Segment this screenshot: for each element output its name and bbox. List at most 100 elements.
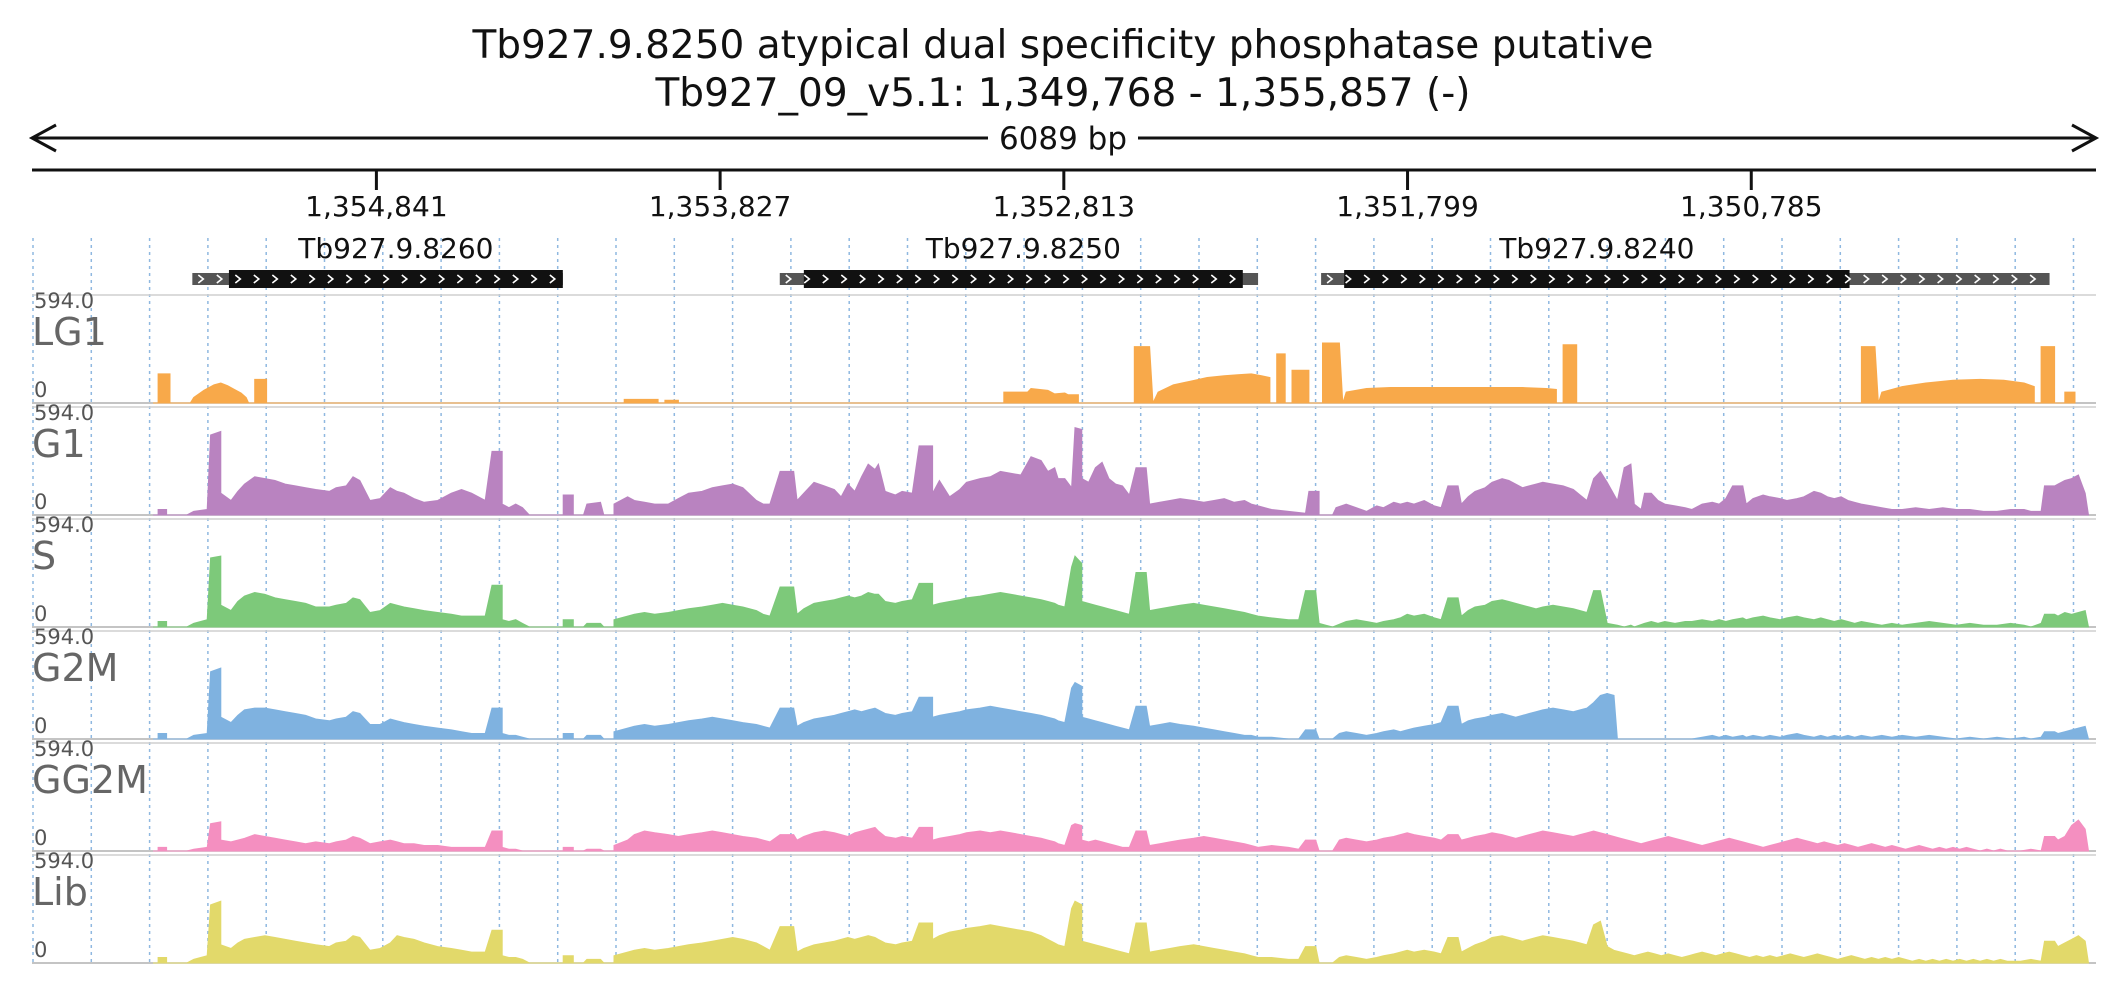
strand-arrow-icon: [1881, 274, 1889, 284]
track-name-label: S: [32, 534, 56, 578]
strand-arrow-icon: [785, 274, 793, 284]
coverage-area: [153, 667, 2090, 740]
strand-arrow-icon: [1382, 274, 1389, 284]
x-tick-label: 1,353,827: [649, 190, 792, 223]
strand-arrow-icon: [197, 274, 205, 284]
coverage-area: [153, 427, 2090, 516]
strand-arrow-icon: [1192, 274, 1200, 284]
strand-arrow-icon: [2011, 274, 2018, 284]
strand-arrow-icon: [1789, 274, 1796, 284]
strand-arrow-icon: [840, 274, 848, 284]
strand-arrow-icon: [822, 274, 830, 284]
strand-arrow-icon: [933, 274, 941, 284]
strand-arrow-icon: [1548, 274, 1556, 284]
strand-arrow-icon: [1229, 274, 1237, 284]
y-max-label: 594.0: [34, 737, 94, 761]
length-ruler: 6089 bp: [28, 120, 2100, 157]
strand-arrow-icon: [1155, 274, 1163, 284]
strand-arrow-icon: [253, 274, 261, 284]
strand-arrow-icon: [1918, 274, 1926, 284]
strand-arrow-icon: [970, 274, 978, 284]
track-s: 594.0 0 S: [32, 513, 2096, 628]
strand-arrow-icon: [1326, 274, 1334, 284]
track-name-label: G1: [32, 422, 86, 466]
arrow-left-icon: [28, 123, 57, 153]
strand-arrow-icon: [216, 274, 224, 284]
track-name-label: GG2M: [32, 758, 148, 802]
gene-feature: Tb927.9.8250: [779, 232, 1259, 288]
strand-arrow-icon: [1955, 274, 1963, 284]
y-min-label: 0: [34, 938, 47, 962]
region-length-label: 6089 bp: [999, 121, 1127, 157]
strand-arrow-icon: [364, 274, 372, 284]
strand-arrow-icon: [1493, 274, 1500, 284]
strand-arrow-icon: [475, 274, 483, 284]
strand-arrow-icon: [1118, 274, 1126, 284]
strand-arrow-icon: [1173, 274, 1181, 284]
strand-arrow-icon: [234, 274, 242, 284]
strand-arrow-icon: [1696, 274, 1704, 284]
strand-arrow-icon: [1400, 274, 1408, 284]
strand-arrow-icon: [327, 274, 335, 284]
strand-arrow-icon: [1992, 274, 2000, 284]
gene-label: Tb927.9.8260: [297, 232, 493, 265]
strand-arrow-icon: [382, 274, 390, 284]
track-lg1: 594.0 0 LG1: [32, 289, 2096, 404]
strand-arrow-icon: [456, 274, 464, 284]
x-tick-label: 1,351,799: [1336, 190, 1479, 223]
strand-arrow-icon: [914, 274, 922, 284]
y-min-label: 0: [34, 490, 47, 514]
track-name-label: LG1: [32, 310, 107, 354]
strand-arrow-icon: [1604, 274, 1611, 284]
strand-arrow-icon: [1511, 274, 1519, 284]
gene-cds: [803, 270, 1243, 288]
x-tick-label: 1,354,841: [305, 190, 448, 223]
coverage-tracks: 594.00LG1594.00G1594.00S594.00G2M594.00G…: [32, 289, 2096, 964]
strand-arrow-icon: [1659, 274, 1667, 284]
length-label-bg: [988, 120, 1138, 156]
strand-arrow-icon: [1474, 274, 1482, 284]
strand-arrow-icon: [530, 274, 538, 284]
x-ticks: 1,354,841 1,353,827 1,352,813 1,351,799 1,35…: [305, 170, 1823, 223]
strand-arrow-icon: [1136, 274, 1144, 284]
strand-arrow-icon: [1363, 274, 1371, 284]
coverage-area: [153, 819, 2090, 852]
strand-arrow-icon: [1844, 274, 1852, 284]
strand-arrow-icon: [2029, 274, 2037, 284]
gene-annotation-track: Tb927.9.8260 Tb927.9.8250 Tb927.9.8240: [192, 232, 2050, 288]
coverage-area: [153, 555, 2090, 628]
strand-arrow-icon: [1826, 274, 1833, 284]
strand-arrow-icon: [1530, 274, 1537, 284]
strand-arrow-icon: [1007, 274, 1015, 284]
strand-arrow-icon: [1900, 274, 1907, 284]
strand-arrow-icon: [1044, 274, 1052, 284]
strand-arrow-icon: [951, 274, 959, 284]
coverage-area: [153, 342, 2076, 404]
x-tick-label: 1,350,785: [1680, 190, 1823, 223]
strand-arrow-icon: [1081, 274, 1089, 284]
strand-arrow-icon: [896, 274, 904, 284]
gene-feature: Tb927.9.8260: [192, 232, 563, 288]
strand-arrow-icon: [493, 274, 501, 284]
strand-arrow-icon: [988, 274, 996, 284]
strand-arrow-icon: [803, 274, 811, 284]
strand-arrow-icon: [1770, 274, 1778, 284]
strand-arrow-icon: [1567, 274, 1574, 284]
track-gg2m: 594.0 0 GG2M: [32, 737, 2096, 852]
strand-arrow-icon: [549, 274, 557, 284]
track-name-label: Lib: [32, 870, 88, 914]
strand-arrow-icon: [1456, 274, 1463, 284]
y-min-label: 0: [34, 378, 47, 402]
gene-cds: [228, 270, 563, 288]
strand-arrow-icon: [308, 274, 316, 284]
strand-arrow-icon: [1678, 274, 1685, 284]
arrow-right-icon: [2071, 123, 2100, 153]
gene-label: Tb927.9.8250: [925, 232, 1121, 265]
strand-arrow-icon: [1437, 274, 1445, 284]
strand-arrow-icon: [859, 274, 867, 284]
gene-label: Tb927.9.8240: [1498, 232, 1694, 265]
coverage-area: [153, 900, 2090, 964]
strand-arrow-icon: [401, 274, 409, 284]
y-min-label: 0: [34, 826, 47, 850]
y-max-label: 594.0: [34, 513, 94, 537]
